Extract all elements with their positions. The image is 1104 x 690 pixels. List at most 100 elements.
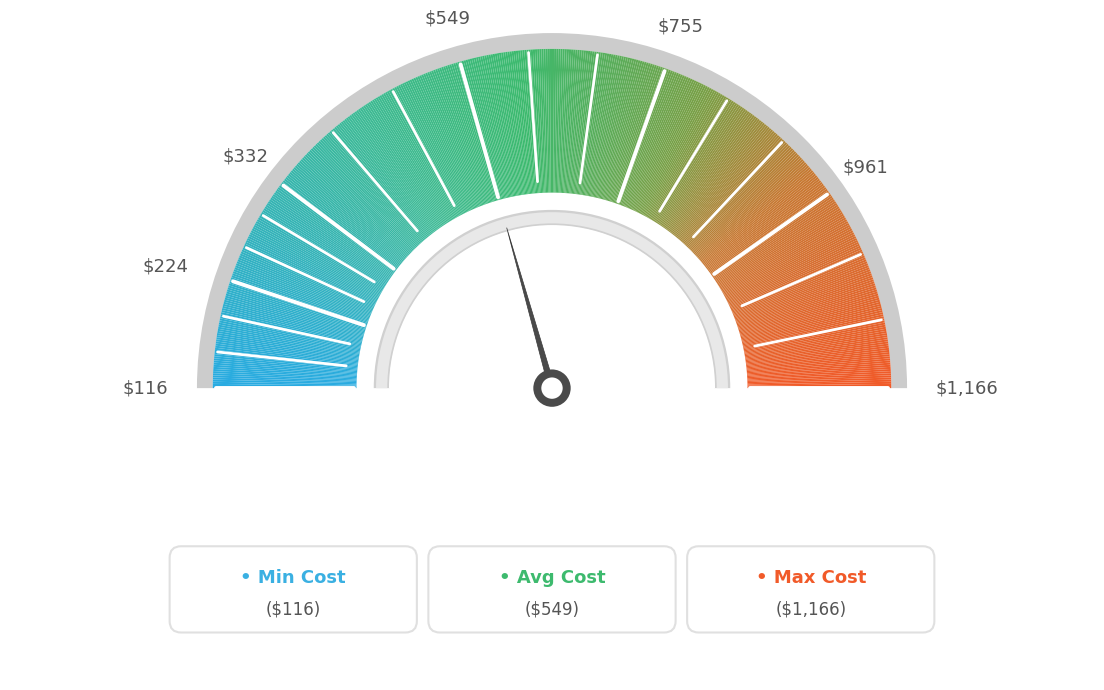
Wedge shape [655, 99, 732, 222]
Wedge shape [253, 226, 380, 296]
Wedge shape [626, 75, 682, 208]
Wedge shape [747, 367, 891, 377]
Wedge shape [745, 333, 888, 357]
Wedge shape [735, 271, 871, 322]
Wedge shape [389, 225, 715, 388]
Wedge shape [746, 346, 889, 365]
Circle shape [540, 376, 564, 400]
Wedge shape [197, 33, 907, 388]
Wedge shape [213, 382, 357, 386]
Wedge shape [520, 50, 534, 193]
Wedge shape [235, 265, 370, 319]
Wedge shape [360, 108, 442, 227]
Wedge shape [691, 150, 795, 252]
Wedge shape [288, 173, 401, 266]
Text: • Max Cost: • Max Cost [755, 569, 866, 587]
Wedge shape [746, 350, 890, 367]
Wedge shape [741, 297, 880, 337]
Wedge shape [747, 382, 891, 386]
Wedge shape [746, 356, 890, 371]
Wedge shape [737, 284, 875, 329]
Wedge shape [585, 54, 612, 196]
Wedge shape [676, 126, 768, 237]
Wedge shape [742, 308, 882, 343]
Wedge shape [214, 352, 358, 368]
Wedge shape [437, 68, 487, 204]
FancyBboxPatch shape [170, 546, 417, 633]
Text: $116: $116 [123, 379, 168, 397]
Wedge shape [299, 161, 407, 258]
Wedge shape [508, 52, 528, 195]
Wedge shape [247, 238, 376, 303]
Wedge shape [474, 57, 508, 198]
Wedge shape [716, 204, 838, 284]
Wedge shape [268, 201, 389, 282]
Wedge shape [259, 215, 384, 290]
Wedge shape [215, 344, 358, 364]
Wedge shape [231, 277, 368, 326]
Wedge shape [543, 49, 549, 193]
Wedge shape [747, 365, 891, 376]
Wedge shape [216, 337, 359, 360]
Wedge shape [245, 241, 375, 305]
Wedge shape [335, 127, 427, 238]
Wedge shape [747, 369, 891, 378]
Wedge shape [628, 76, 687, 208]
Wedge shape [552, 49, 554, 193]
Wedge shape [746, 344, 889, 364]
Wedge shape [725, 233, 854, 299]
Wedge shape [488, 55, 517, 196]
Wedge shape [713, 197, 834, 279]
Wedge shape [224, 297, 363, 337]
Wedge shape [242, 250, 373, 309]
Wedge shape [742, 304, 881, 341]
Wedge shape [223, 302, 363, 339]
Wedge shape [627, 75, 684, 208]
Wedge shape [700, 167, 810, 262]
Text: $961: $961 [843, 158, 889, 176]
Wedge shape [301, 157, 408, 256]
Wedge shape [222, 310, 362, 344]
Wedge shape [367, 103, 446, 224]
Wedge shape [328, 132, 424, 241]
Wedge shape [306, 152, 411, 253]
Wedge shape [624, 72, 679, 207]
Wedge shape [739, 289, 878, 333]
Wedge shape [728, 240, 858, 304]
Wedge shape [309, 150, 413, 252]
Wedge shape [240, 253, 372, 312]
Wedge shape [743, 318, 884, 349]
Wedge shape [707, 180, 821, 269]
Wedge shape [214, 350, 358, 367]
Wedge shape [274, 193, 392, 276]
Wedge shape [736, 275, 872, 324]
Wedge shape [354, 111, 439, 229]
Wedge shape [702, 172, 815, 264]
Wedge shape [332, 128, 426, 239]
Wedge shape [697, 161, 805, 258]
Wedge shape [213, 369, 357, 378]
Wedge shape [747, 371, 891, 380]
Wedge shape [731, 250, 862, 309]
Wedge shape [503, 52, 526, 195]
Wedge shape [747, 384, 891, 387]
Wedge shape [683, 137, 782, 244]
Wedge shape [672, 121, 763, 235]
Wedge shape [317, 142, 417, 247]
Wedge shape [516, 50, 532, 194]
Wedge shape [681, 134, 778, 242]
Wedge shape [276, 189, 394, 274]
Circle shape [533, 369, 571, 407]
Wedge shape [427, 72, 481, 206]
Wedge shape [449, 64, 493, 201]
Wedge shape [294, 167, 404, 262]
Wedge shape [711, 190, 829, 275]
Wedge shape [349, 115, 436, 231]
Wedge shape [637, 83, 702, 213]
Wedge shape [224, 299, 363, 338]
Wedge shape [250, 233, 379, 299]
Wedge shape [257, 219, 382, 292]
Wedge shape [613, 66, 659, 203]
Wedge shape [545, 49, 550, 193]
Wedge shape [688, 144, 789, 248]
